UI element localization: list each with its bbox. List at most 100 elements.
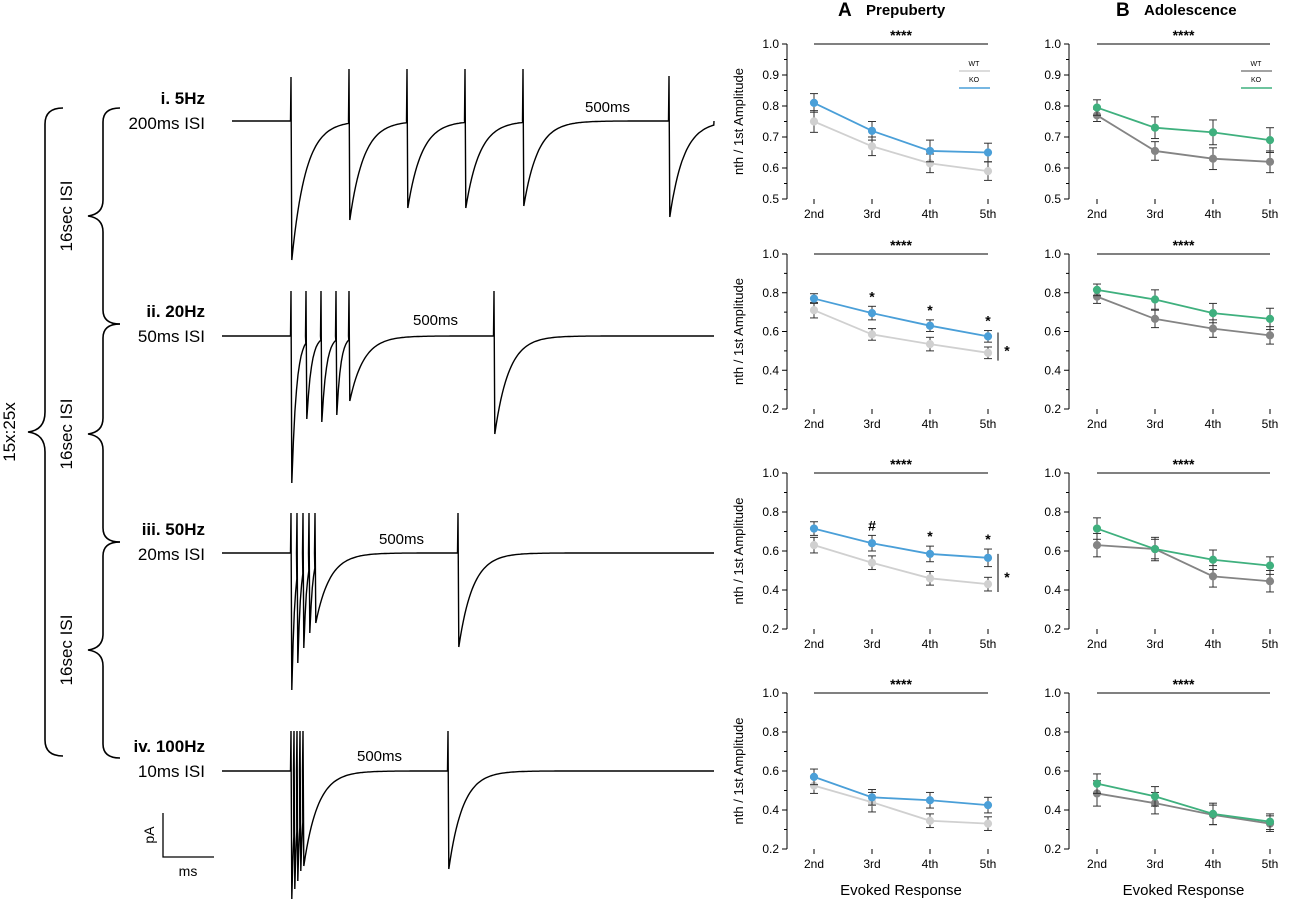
- chart-b-50hz-x-tick-label: 5th: [1262, 637, 1279, 651]
- chart-a-20hz-ko-point: [809, 294, 819, 303]
- chart-a-5hz-y-tick-label: 0.6: [762, 161, 779, 175]
- charts: 0.5 0.6 0.7 0.8 0.9 1.0 2nd 3rd 4th 5th nth / 1st …: [731, 27, 1278, 899]
- chart-a-5hz-ko-point: [925, 146, 935, 156]
- chart-a-5hz-y-tick-label: 0.5: [762, 192, 779, 206]
- chart-a-100hz-ko-point: [925, 796, 935, 805]
- chart-b-50hz-x-tick-label: 2nd: [1087, 637, 1107, 651]
- chart-a-100hz-x-tick-label: 5th: [980, 857, 997, 871]
- chart-a-5hz-wt-point: [983, 167, 993, 176]
- panel-a-letter: A: [838, 0, 852, 21]
- chart-b-5hz-x-tick-label: 3rd: [1146, 207, 1163, 221]
- chart-a-20hz-wt-line: [813, 309, 989, 354]
- chart-b-20hz-wt-point: [1208, 324, 1218, 333]
- chart-b-100hz-ko-point: [1265, 817, 1275, 826]
- protocol-braces: [27, 107, 121, 759]
- chart-b-100hz-y-tick-label: 0.2: [1044, 842, 1061, 856]
- chart-b-5hz-y-tick-label: 0.8: [1044, 99, 1061, 113]
- chart-a-50hz-ko-point: [983, 553, 993, 562]
- chart-a-20hz-y-tick-label: 0.6: [762, 325, 779, 339]
- chart-a-20hz-x-tick-label: 4th: [922, 417, 939, 431]
- chart-a-20hz-x-tick-label: 2nd: [804, 417, 824, 431]
- chart-b-20hz-ko-line: [1096, 288, 1271, 320]
- chart-b-100hz-x-tick-label: 5th: [1262, 857, 1279, 871]
- chart-b-20hz-wt-series: [1092, 289, 1275, 345]
- train-labels: i. 5Hz 200ms ISI ii. 20Hz 50ms ISI iii. …: [128, 89, 205, 781]
- chart-b-5hz-ko-point: [1092, 103, 1102, 112]
- chart-a-100hz-y-tick-label: 0.4: [762, 803, 779, 817]
- chart-b-20hz-ko-point: [1265, 314, 1275, 324]
- chart-b-5hz-y-tick-label: 0.6: [1044, 161, 1061, 175]
- chart-a-20hz-ko-point: [925, 321, 935, 330]
- chart-a-5hz: 0.5 0.6 0.7 0.8 0.9 1.0 2nd 3rd 4th 5th nth / 1st …: [731, 27, 996, 221]
- chart-b-20hz-y-tick-label: 1.0: [1044, 247, 1061, 261]
- chart-b-100hz-ko-line: [1096, 782, 1271, 823]
- chart-a-20hz-y-tick-label: 1.0: [762, 247, 779, 261]
- chart-b-20hz-ko-point: [1150, 295, 1160, 304]
- chart-a-20hz-x-tick-label: 5th: [980, 417, 997, 431]
- scale-bar-lines: [162, 813, 214, 858]
- chart-a-100hz-wt-line: [813, 784, 989, 825]
- chart-a-5hz-x-tick-label: 4th: [922, 207, 939, 221]
- isi-brace-2: [87, 323, 121, 543]
- train-4-isi: 10ms ISI: [138, 762, 205, 781]
- chart-b-5hz-legend-wt-label: WT: [1251, 61, 1263, 68]
- train-2-isi: 50ms ISI: [138, 327, 205, 346]
- chart-b-5hz-wt-series: [1092, 108, 1275, 174]
- chart-a-50hz-wt-line: [813, 544, 989, 586]
- chart-a-20hz-wt-point: [809, 306, 819, 315]
- chart-a-50hz-point-sig: #: [868, 517, 876, 533]
- chart-a-50hz-y-tick-label: 0.4: [762, 583, 779, 597]
- isi-brace-1: [87, 107, 121, 325]
- chart-a-50hz-wt-series: [809, 536, 993, 592]
- chart-a-5hz-legend-wt-label: WT: [969, 61, 981, 68]
- chart-b-5hz-y-tick-label: 0.9: [1044, 68, 1061, 82]
- chart-b-50hz-y-tick-label: 0.8: [1044, 505, 1061, 519]
- chart-a-50hz-ko-series: [809, 521, 993, 568]
- chart-a-5hz-y-tick-label: 0.7: [762, 130, 779, 144]
- chart-b-50hz-wt-point: [1265, 577, 1275, 586]
- chart-a-100hz: 0.2 0.4 0.6 0.8 1.0 2nd 3rd 4th 5th nth / 1st Amp…: [731, 676, 996, 899]
- chart-a-20hz-wt-point: [925, 339, 935, 349]
- chart-b-50hz-wt-line: [1096, 544, 1271, 583]
- chart-a-50hz-y-tick-label: 1.0: [762, 466, 779, 480]
- chart-a-50hz-x-tick-label: 3rd: [863, 637, 880, 651]
- chart-b-20hz-x-tick-label: 4th: [1205, 417, 1222, 431]
- train-3-gap-label: 500ms: [379, 531, 424, 548]
- train-4-gap-label: 500ms: [357, 748, 402, 765]
- chart-a-50hz-y-tick-label: 0.6: [762, 544, 779, 558]
- chart-b-50hz-wt-point: [1208, 572, 1218, 581]
- chart-a-20hz: 0.2 0.4 0.6 0.8 1.0 2nd 3rd 4th 5th nth / 1st Amp…: [731, 237, 1010, 431]
- chart-b-5hz-x-tick-label: 5th: [1262, 207, 1279, 221]
- chart-a-5hz-ko-point: [867, 126, 877, 135]
- outer-brace: [27, 107, 64, 757]
- chart-b-5hz-ko-series: [1092, 99, 1275, 153]
- chart-b-100hz-wt-line: [1096, 792, 1271, 825]
- chart-a-100hz-y-tick-label: 0.2: [762, 842, 779, 856]
- chart-b-5hz-y-tick-label: 0.5: [1044, 192, 1061, 206]
- chart-b-5hz-x-tick-label: 2nd: [1087, 207, 1107, 221]
- chart-b-5hz-legend-ko-label: KO: [1251, 77, 1262, 84]
- isi-brace-3: [87, 541, 121, 759]
- chart-b-20hz-wt-point: [1150, 314, 1160, 324]
- chart-a-50hz-wt-point: [809, 541, 819, 550]
- chart-b-50hz-x-tick-label: 3rd: [1146, 637, 1163, 651]
- chart-a-100hz-overall-sig: ****: [890, 676, 912, 692]
- chart-b-100hz-x-tick-label: 4th: [1205, 857, 1222, 871]
- chart-a-100hz-y-tick-label: 1.0: [762, 686, 779, 700]
- chart-b-50hz-wt-point: [1092, 541, 1102, 550]
- chart-a-20hz-ko-point: [983, 332, 993, 341]
- chart-b-100hz-ko-point: [1150, 792, 1160, 801]
- scale-bar-x-label: ms: [179, 863, 198, 879]
- chart-b-50hz-ko-line: [1096, 527, 1271, 567]
- train-3-isi: 20ms ISI: [138, 545, 205, 564]
- chart-b-20hz-x-tick-label: 3rd: [1146, 417, 1163, 431]
- chart-b-5hz-wt-point: [1265, 157, 1275, 166]
- chart-a-20hz-y-label: nth / 1st Amplitude: [731, 278, 746, 385]
- chart-b-100hz-x-label: Evoked Response: [1123, 882, 1245, 899]
- chart-a-20hz-y-tick-label: 0.4: [762, 363, 779, 377]
- panel-b-letter: B: [1116, 0, 1130, 21]
- chart-b-5hz-ko-point: [1265, 136, 1275, 145]
- chart-a-50hz-point-sig: *: [927, 528, 933, 544]
- chart-a-100hz-ko-point: [983, 801, 993, 810]
